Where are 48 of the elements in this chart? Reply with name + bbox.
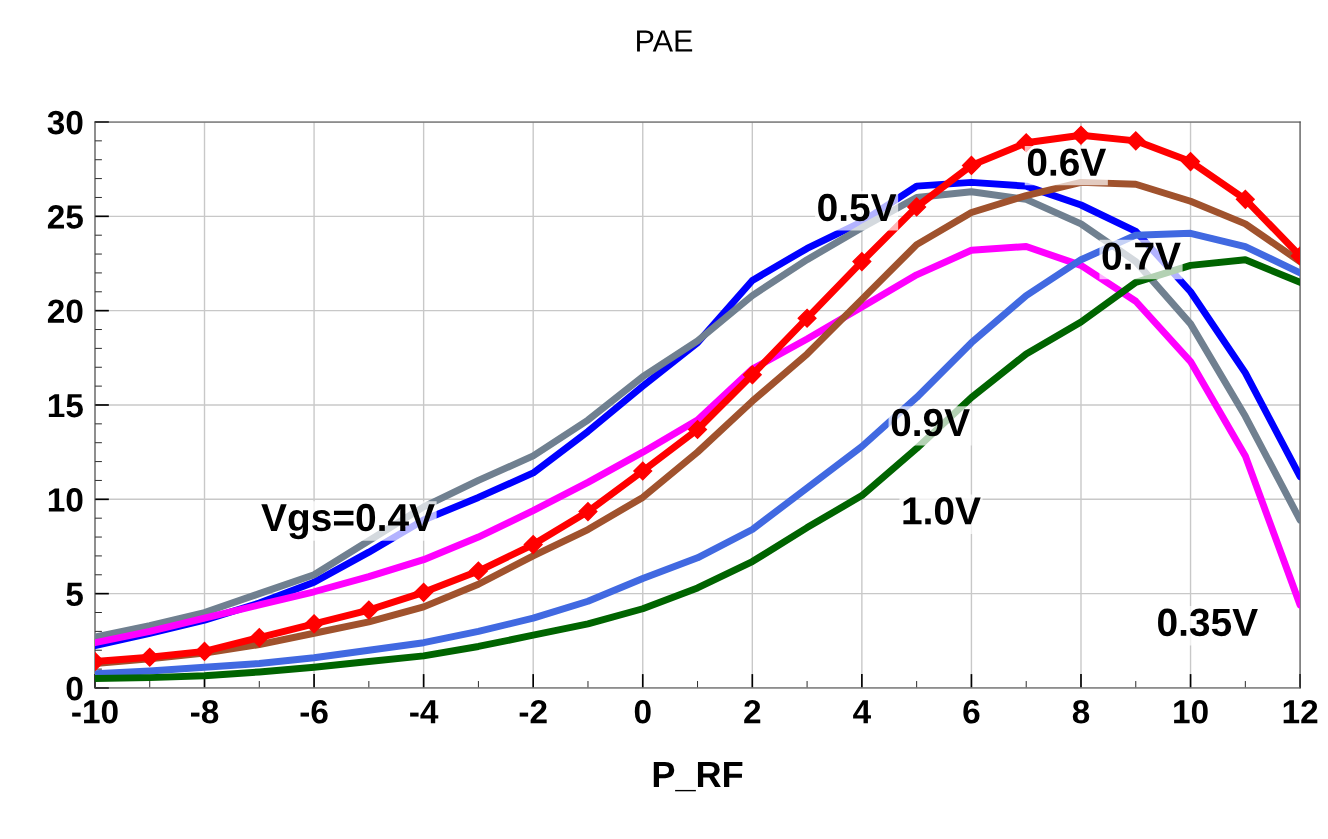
x-tick-label: -4 — [410, 700, 439, 724]
y-tick-label: 30 — [47, 110, 83, 135]
x-tick-label: 0 — [634, 699, 651, 724]
y-tick-label: 20 — [47, 299, 83, 324]
point — [633, 461, 653, 481]
point — [907, 197, 927, 217]
x-tick-label: -10 — [72, 699, 118, 724]
point — [797, 308, 817, 328]
x-tick-label: 6 — [963, 699, 980, 724]
y-tick-label: 0 — [66, 676, 83, 701]
annotation: Vgs=0.4V — [261, 503, 435, 540]
x-tick-label: 8 — [1072, 699, 1090, 724]
y-tick-label: 5 — [66, 582, 83, 607]
x-tick-label: -2 — [519, 699, 547, 724]
x-tick-label: -8 — [191, 699, 219, 724]
point — [578, 502, 598, 522]
point — [359, 600, 379, 620]
y-tick-label: 10 — [48, 488, 83, 512]
annotation: 0.5V — [818, 193, 897, 222]
point — [468, 561, 488, 581]
x-tick-label: 12 — [1283, 699, 1318, 724]
annotation: 0.35V — [1158, 608, 1258, 637]
y-tick-label: 15 — [48, 394, 83, 418]
x-tick-label: -6 — [300, 699, 328, 724]
point — [1071, 125, 1091, 145]
chart-title: PAE — [637, 30, 693, 52]
point — [1181, 152, 1201, 172]
x-tick-label: 4 — [853, 700, 871, 724]
point — [523, 535, 543, 555]
point — [304, 614, 324, 634]
point — [414, 582, 434, 602]
y-tick-label: 25 — [47, 205, 83, 229]
point — [1235, 189, 1255, 209]
point — [742, 365, 762, 385]
point — [194, 641, 215, 661]
x-axis-title: P_RF — [653, 762, 743, 792]
x-tick-label: 2 — [744, 699, 761, 724]
x-tick-label: 10 — [1174, 699, 1208, 724]
annotation: 0.7V — [1102, 242, 1181, 270]
point — [249, 628, 269, 648]
annotation: 1.0V — [903, 497, 981, 525]
point — [852, 252, 872, 272]
annotation: 0.9V — [891, 408, 970, 437]
point — [687, 419, 708, 440]
point — [140, 647, 160, 667]
point — [961, 155, 981, 175]
point — [1126, 131, 1146, 151]
annotation: 0.6V — [1027, 148, 1107, 177]
